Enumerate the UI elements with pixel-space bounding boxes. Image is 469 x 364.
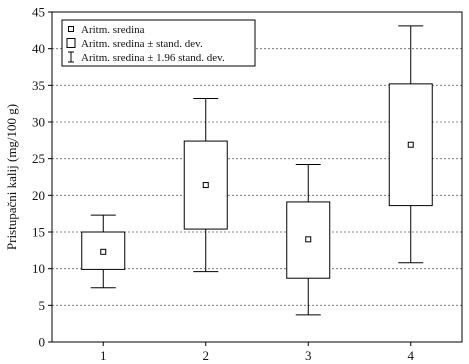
y-tick-label: 45 (32, 5, 45, 20)
box-group-2 (183, 98, 228, 273)
mean-marker (202, 182, 209, 189)
y-tick-label: 20 (32, 188, 45, 203)
x-tick-label: 2 (203, 348, 210, 363)
legend-label: Aritm. sredina ± 1.96 stand. dev. (81, 52, 225, 64)
box-group-4 (388, 25, 433, 264)
y-tick-label: 35 (32, 78, 45, 93)
y-axis-ticks: 0 5 10 15 20 25 30 35 40 45 (32, 5, 52, 350)
legend-mean-icon (68, 26, 74, 32)
mean-marker (305, 236, 312, 243)
legend-label: Aritm. sredina ± stand. dev. (81, 38, 203, 50)
legend-box (61, 19, 256, 67)
x-axis-ticks: 1 2 3 4 (100, 342, 415, 363)
x-tick-label: 1 (100, 348, 107, 363)
plot-frame (51, 11, 463, 343)
y-axis-label: Pristupačni kalij (mg/100 g) (4, 104, 19, 250)
box-series (81, 25, 433, 316)
y-tick-label: 25 (32, 151, 45, 166)
legend-label: Aritm. sredina (81, 24, 145, 36)
y-tick-label: 40 (32, 41, 45, 56)
mean-marker (407, 141, 414, 148)
box-group-3 (286, 164, 331, 316)
y-tick-label: 0 (39, 335, 46, 350)
mean-marker (100, 248, 107, 255)
box-group-1 (81, 214, 126, 289)
y-tick-label: 15 (32, 225, 45, 240)
y-tick-label: 5 (39, 298, 46, 313)
y-tick-label: 10 (32, 261, 45, 276)
legend-box-icon (66, 38, 76, 48)
x-tick-label: 4 (408, 348, 415, 363)
y-tick-label: 30 (32, 115, 45, 130)
legend: Aritm. sredina Aritm. sredina ± stand. de… (61, 19, 256, 67)
x-tick-label: 3 (305, 348, 312, 363)
